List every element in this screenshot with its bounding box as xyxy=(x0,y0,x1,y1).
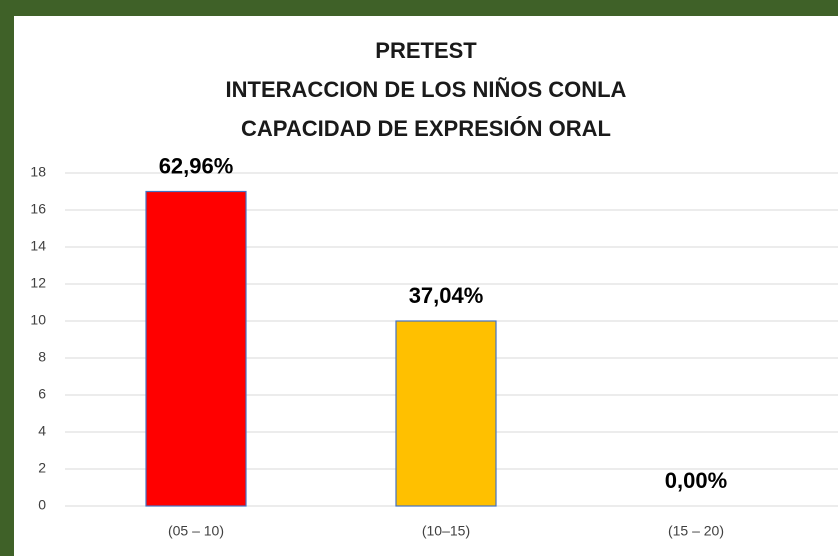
bar xyxy=(395,320,497,507)
bar xyxy=(145,190,247,507)
y-tick-label: 4 xyxy=(38,423,46,439)
x-tick-label: (15 – 20) xyxy=(668,523,724,539)
data-label: 0,00% xyxy=(665,468,727,493)
x-tick-label: (05 – 10) xyxy=(168,523,224,539)
y-tick-label: 12 xyxy=(30,275,46,291)
data-label: 37,04% xyxy=(409,283,484,308)
chart-title: CAPACIDAD DE EXPRESIÓN ORAL xyxy=(241,116,611,141)
y-tick-label: 2 xyxy=(38,460,46,476)
y-tick-label: 8 xyxy=(38,349,46,365)
data-label: 62,96% xyxy=(159,153,234,178)
y-tick-label: 14 xyxy=(30,238,46,254)
chart-title: PRETEST xyxy=(375,38,477,63)
y-tick-label: 0 xyxy=(38,497,46,513)
y-tick-label: 10 xyxy=(30,312,46,328)
y-tick-label: 6 xyxy=(38,386,46,402)
y-tick-label: 18 xyxy=(30,164,46,180)
x-tick-label: (10–15) xyxy=(422,523,470,539)
y-tick-label: 16 xyxy=(30,201,46,217)
chart-title: INTERACCION DE LOS NIÑOS CONLA xyxy=(226,77,627,102)
